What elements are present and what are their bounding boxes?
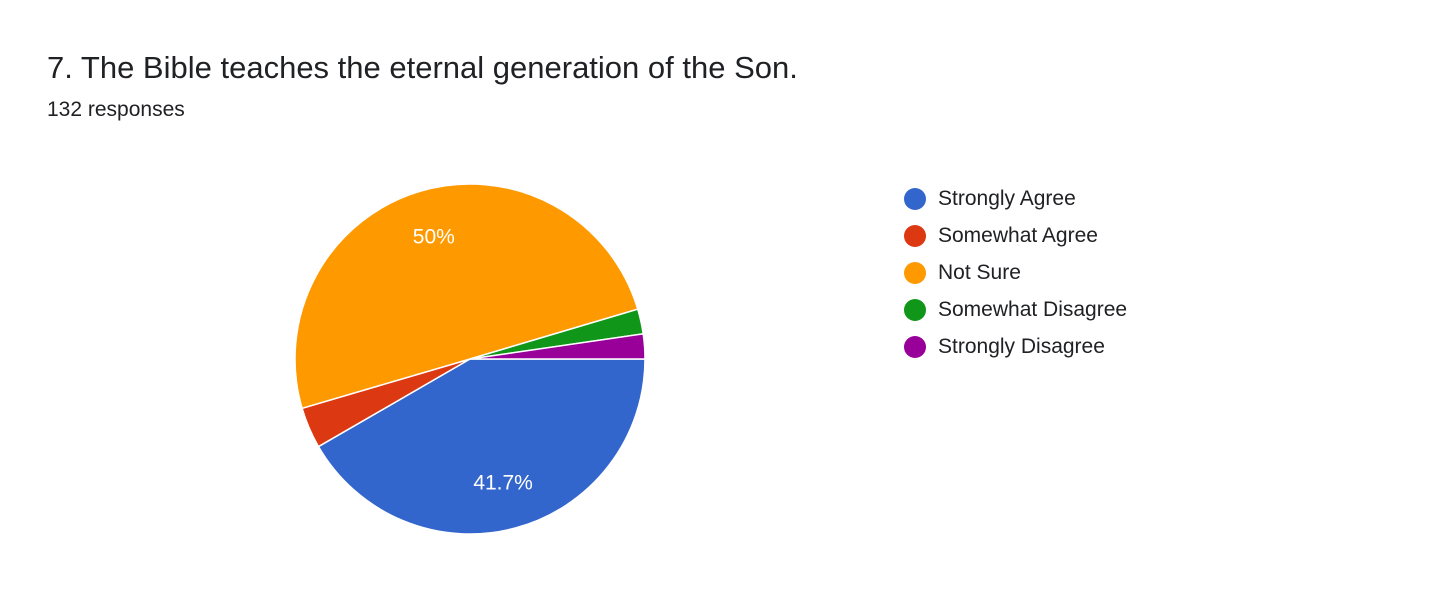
pie-slice-strongly-agree[interactable] bbox=[317, 358, 646, 535]
legend-label: Somewhat Agree bbox=[938, 223, 1098, 247]
legend-label: Somewhat Disagree bbox=[938, 298, 1128, 322]
legend-swatch bbox=[904, 299, 926, 322]
legend-label: Strongly Disagree bbox=[938, 335, 1105, 359]
legend-swatch bbox=[904, 187, 926, 210]
legend-swatch bbox=[904, 224, 926, 247]
slice-data-label: 50% bbox=[413, 225, 455, 248]
legend-item-strongly-disagree[interactable]: Strongly Disagree bbox=[904, 329, 1127, 366]
legend-item-somewhat-disagree[interactable]: Somewhat Disagree bbox=[904, 292, 1127, 329]
pie-data-labels: 41.7% 50% bbox=[413, 225, 533, 494]
legend-item-somewhat-agree[interactable]: Somewhat Agree bbox=[904, 217, 1127, 254]
legend-swatch bbox=[904, 336, 926, 359]
legend-label: Strongly Agree bbox=[938, 186, 1076, 210]
pie-slices bbox=[294, 183, 646, 535]
legend: Strongly Agree Somewhat Agree Not Sure Some… bbox=[904, 180, 1127, 366]
pie-slice-strongly-disagree[interactable] bbox=[469, 332, 646, 360]
slice-data-label: 41.7% bbox=[473, 471, 533, 494]
question-title: 7. The Bible teaches the eternal generat… bbox=[47, 50, 798, 85]
legend-label: Not Sure bbox=[938, 260, 1021, 284]
response-count: 132 responses bbox=[47, 98, 185, 121]
pie-slice-not-sure[interactable] bbox=[294, 183, 639, 410]
legend-item-not-sure[interactable]: Not Sure bbox=[904, 254, 1127, 291]
legend-swatch bbox=[904, 261, 926, 284]
legend-item-strongly-agree[interactable]: Strongly Agree bbox=[904, 180, 1127, 217]
